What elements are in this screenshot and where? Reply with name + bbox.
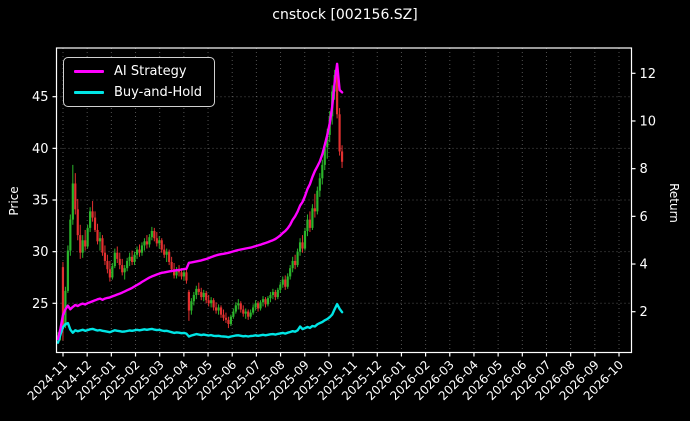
left-axis-tick-label: 40 <box>32 142 49 157</box>
right-axis-tick-label: 6 <box>640 210 648 225</box>
legend-item-buy-and-hold: Buy-and-Hold <box>74 86 202 99</box>
right-axis-tick-label: 2 <box>640 305 648 320</box>
right-axis-title: Return <box>667 183 681 223</box>
line-buy-and-hold <box>56 302 344 344</box>
right-axis-tick-label: 4 <box>640 258 648 273</box>
x-axis-ticks: 2024-112024-122025-012025-022025-032025-… <box>25 352 626 403</box>
left-axis-tick-label: 25 <box>32 297 49 312</box>
right-axis-ticks: 2 4 6 8 10 12 <box>631 67 657 320</box>
left-axis-ticks: 25 30 35 40 45 <box>32 90 57 312</box>
buy-and-hold-line-swatch <box>74 91 104 94</box>
ai-strategy-line-swatch <box>74 70 104 73</box>
line-ai-strategy <box>56 62 344 341</box>
chart-title: cnstock [002156.SZ] <box>272 7 418 23</box>
grid-lines <box>56 48 632 353</box>
legend-label-buy-and-hold: Buy-and-Hold <box>114 85 203 100</box>
left-axis-tick-label: 35 <box>32 194 49 209</box>
right-axis-tick-label: 12 <box>640 67 657 82</box>
left-axis-tick-label: 30 <box>32 245 49 260</box>
left-axis-tick-label: 45 <box>32 90 49 105</box>
legend-label-ai-strategy: AI Strategy <box>114 64 187 79</box>
legend-item-ai-strategy: AI Strategy <box>74 65 202 78</box>
right-axis-tick-label: 10 <box>640 114 657 129</box>
legend: AI Strategy Buy-and-Hold <box>63 57 216 107</box>
right-axis-tick-label: 8 <box>640 162 648 177</box>
left-axis-title: Price <box>7 186 21 216</box>
